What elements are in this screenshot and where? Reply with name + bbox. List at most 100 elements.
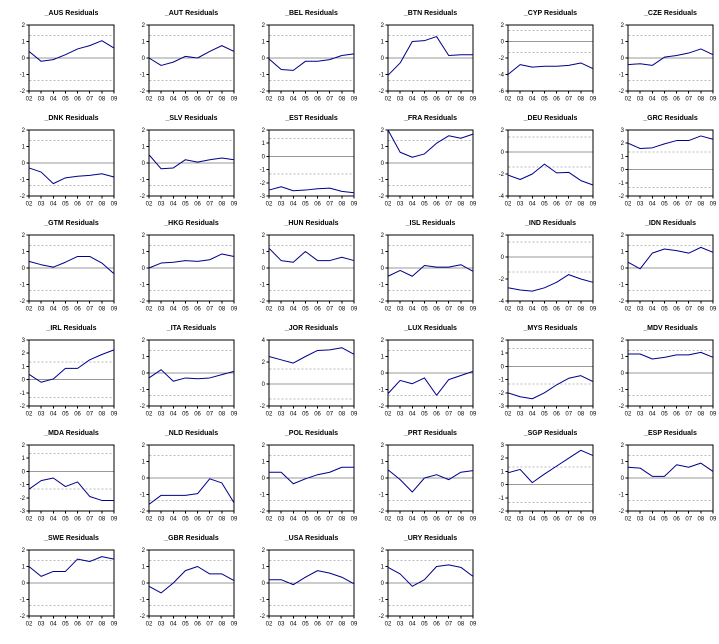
x-tick-label: 06 (553, 307, 560, 313)
residual-chart: _CYP Residuals 2 0 -2 -4 -6 02 03 04 05 06 07 08 09 (479, 4, 599, 109)
x-tick-label: 07 (206, 202, 213, 208)
x-tick-label: 02 (505, 307, 512, 313)
x-tick-label: 06 (194, 412, 201, 418)
x-tick-label: 02 (385, 622, 392, 628)
x-tick-label: 04 (529, 517, 536, 523)
x-tick-label: 07 (206, 97, 213, 103)
residual-chart: _MYS Residuals 2 1 0 -1 -2 -3 02 03 04 05 06 07 08 09 (479, 319, 599, 424)
chart-title: _BEL Residuals (284, 10, 338, 17)
x-tick-label: 09 (590, 202, 597, 208)
x-tick-label: 09 (350, 412, 357, 418)
x-tick-label: 02 (26, 202, 33, 208)
y-tick-label: 2 (621, 338, 625, 344)
x-tick-label: 02 (625, 97, 632, 103)
chart-title: _IDN Residuals (644, 220, 696, 227)
residual-chart: _SLV Residuals 2 1 0 -1 -2 02 03 04 05 06 07 08 09 (120, 109, 240, 214)
x-tick-label: 07 (566, 97, 573, 103)
x-tick-label: 02 (26, 622, 33, 628)
x-tick-label: 07 (86, 517, 93, 523)
x-tick-label: 07 (86, 307, 93, 313)
x-tick-label: 03 (397, 517, 404, 523)
x-tick-label: 03 (397, 412, 404, 418)
x-tick-label: 09 (470, 622, 477, 628)
x-tick-label: 04 (170, 517, 177, 523)
residual-series-line (148, 45, 235, 66)
y-tick-label: -6 (499, 89, 505, 95)
x-tick-label: 03 (397, 97, 404, 103)
y-tick-label: 1 (621, 40, 625, 46)
y-tick-label: 2 (621, 443, 625, 449)
y-tick-label: 0 (261, 382, 265, 388)
residual-chart: _HKG Residuals 2 1 0 -1 -2 02 03 04 05 06 07 08 09 (120, 214, 240, 319)
y-tick-label: -1 (139, 283, 145, 289)
x-tick-label: 07 (446, 412, 453, 418)
x-tick-label: 03 (637, 307, 644, 313)
chart-title: _ESP Residuals (643, 430, 697, 437)
x-tick-label: 08 (218, 97, 225, 103)
residual-series-line (148, 253, 234, 269)
y-tick-label: 1 (22, 565, 26, 571)
residual-chart-canvas: _BTN Residuals 2 1 0 -1 -202 03 04 05 06 07 08 09 (379, 10, 477, 103)
x-tick-label: 03 (397, 307, 404, 313)
residual-chart-canvas: _IND Residuals 2 0 -2 -402 03 04 05 06 07 08 09 (499, 220, 597, 313)
residual-series-line (268, 466, 354, 485)
y-tick-label: 0 (501, 364, 505, 370)
x-tick-label: 04 (290, 517, 297, 523)
residual-chart-canvas: _CYP Residuals 2 0 -2 -4 -602 03 04 05 06 07 08 09 (499, 10, 597, 103)
x-tick-label: 06 (434, 517, 441, 523)
x-tick-label: 04 (529, 97, 536, 103)
x-tick-label: 08 (697, 412, 704, 418)
residual-chart-canvas: _EST Residuals 2 1 0 -1 -2 -302 03 04 05 06 07 08 09 (259, 115, 357, 208)
x-tick-label: 06 (194, 202, 201, 208)
x-tick-label: 04 (290, 202, 297, 208)
residual-series-line (388, 264, 474, 277)
x-tick-label: 09 (111, 622, 118, 628)
y-tick-label: 2 (261, 233, 265, 239)
residual-series-line (268, 247, 354, 263)
x-tick-label: 09 (350, 517, 357, 523)
y-tick-label: -2 (20, 194, 26, 200)
y-tick-label: 2 (501, 128, 505, 134)
y-tick-label: 0 (381, 161, 385, 167)
x-tick-label: 05 (62, 412, 69, 418)
residual-chart: _SGP Residuals 3 2 1 0 -1 -2 02 03 04 05 06 07 08 09 (479, 424, 599, 529)
x-tick-label: 09 (590, 97, 597, 103)
y-tick-label: 2 (261, 128, 265, 134)
y-tick-label: -1 (139, 598, 145, 604)
x-tick-label: 03 (277, 517, 284, 523)
x-tick-label: 07 (206, 517, 213, 523)
y-tick-label: 0 (261, 56, 265, 62)
x-tick-label: 03 (277, 202, 284, 208)
x-tick-label: 09 (111, 517, 118, 523)
y-tick-label: 1 (22, 364, 26, 370)
residual-chart: _AUT Residuals 2 1 0 -1 -2 02 03 04 05 06 07 08 09 (120, 4, 240, 109)
x-tick-label: 08 (578, 412, 585, 418)
x-tick-label: 08 (338, 622, 345, 628)
x-tick-label: 08 (458, 622, 465, 628)
x-tick-label: 05 (182, 97, 189, 103)
y-tick-label: 2 (141, 233, 145, 239)
x-tick-label: 08 (218, 307, 225, 313)
y-tick-label: 1 (381, 40, 385, 46)
x-tick-label: 04 (529, 307, 536, 313)
residual-chart: _LUX Residuals 2 1 0 -1 -2 02 03 04 05 06 07 08 09 (359, 319, 479, 424)
y-tick-label: -1 (619, 73, 625, 79)
x-tick-label: 06 (553, 202, 560, 208)
x-tick-label: 05 (62, 202, 69, 208)
x-tick-label: 09 (350, 97, 357, 103)
y-tick-label: 0 (141, 371, 145, 377)
residual-series-line (148, 478, 235, 505)
y-tick-label: -1 (139, 388, 145, 394)
residual-series-line (148, 154, 234, 170)
x-tick-label: 08 (458, 307, 465, 313)
x-tick-label: 02 (145, 622, 152, 628)
x-tick-label: 05 (182, 622, 189, 628)
residual-chart: _USA Residuals 2 1 0 -1 -2 02 03 04 05 06 07 08 09 (240, 529, 360, 634)
x-tick-label: 07 (86, 412, 93, 418)
residual-series-line (627, 462, 714, 477)
residual-chart-canvas: _GTM Residuals 2 1 0 -1 -202 03 04 05 06 07 08 09 (20, 220, 118, 313)
x-tick-label: 03 (637, 97, 644, 103)
x-tick-label: 07 (446, 97, 453, 103)
residual-series-line (627, 135, 714, 149)
x-tick-label: 03 (277, 622, 284, 628)
